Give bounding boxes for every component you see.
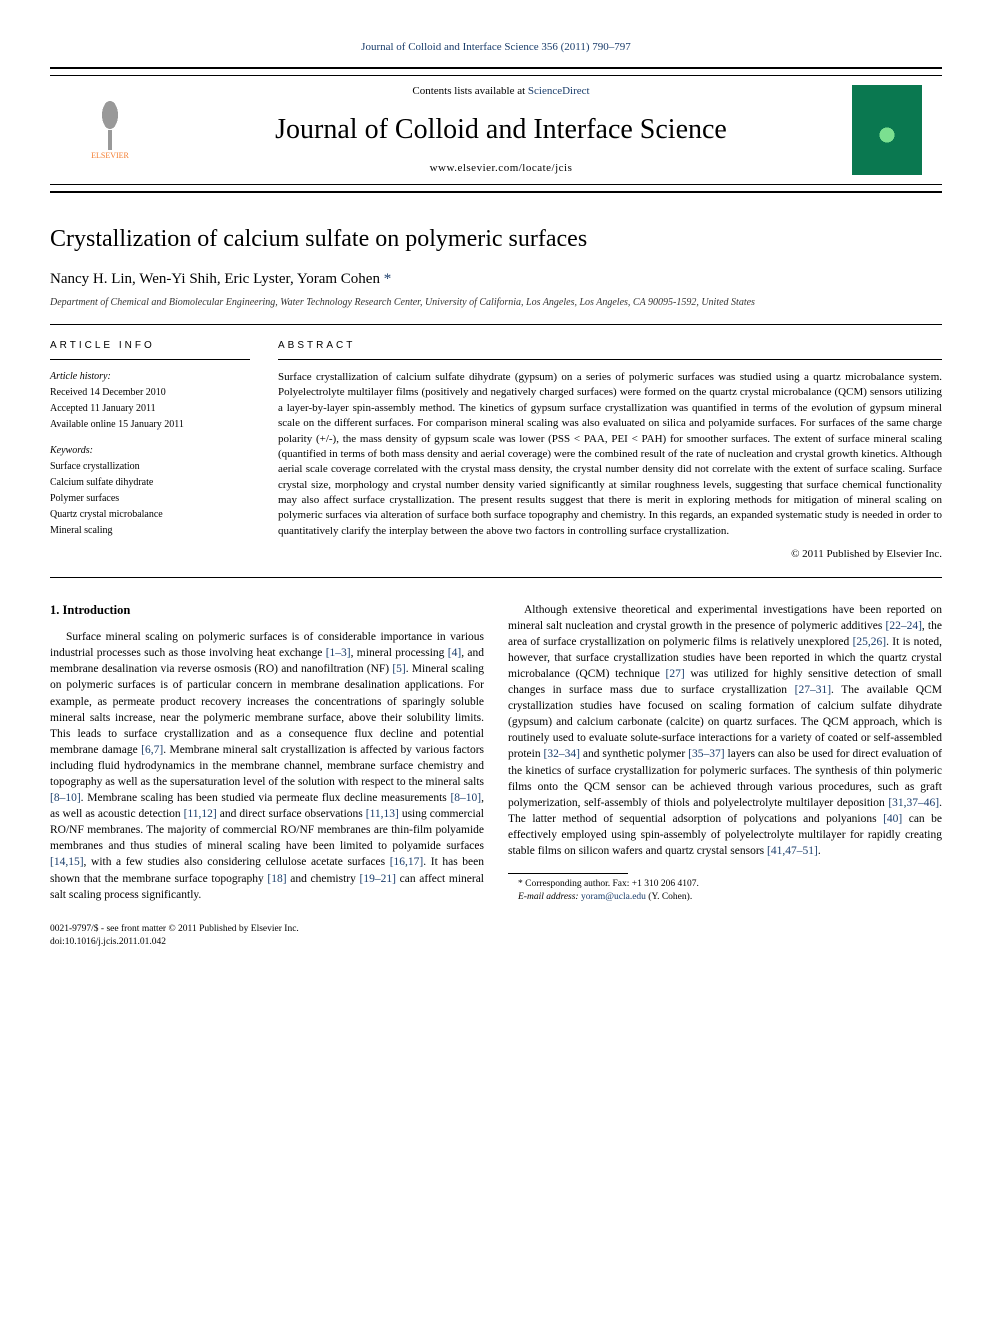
email-footnote: E-mail address: yoram@ucla.edu (Y. Cohen… xyxy=(508,891,942,904)
section-heading-intro: 1. Introduction xyxy=(50,602,484,620)
citation-link[interactable]: [8–10] xyxy=(450,792,481,804)
text-run: , mineral processing xyxy=(351,647,448,659)
footnotes: * Corresponding author. Fax: +1 310 206 … xyxy=(508,878,942,905)
masthead: ELSEVIER Contents lists available at Sci… xyxy=(50,75,942,185)
body-columns: 1. Introduction Surface mineral scaling … xyxy=(50,602,942,905)
divider-bottom xyxy=(50,191,942,193)
received-date: Received 14 December 2010 xyxy=(50,386,250,400)
journal-name: Journal of Colloid and Interface Science xyxy=(150,110,852,149)
article-info: article info Article history: Received 1… xyxy=(50,339,250,563)
keyword: Calcium sulfate dihydrate xyxy=(50,476,250,490)
abstract-text: Surface crystallization of calcium sulfa… xyxy=(278,370,942,539)
citation-link[interactable]: [27] xyxy=(665,668,684,680)
sciencedirect-link[interactable]: ScienceDirect xyxy=(528,85,590,97)
keyword: Surface crystallization xyxy=(50,460,250,474)
text-run: and synthetic polymer xyxy=(580,748,688,760)
article-info-label: article info xyxy=(50,339,250,360)
divider-top xyxy=(50,67,942,69)
journal-cover-icon xyxy=(852,85,922,175)
masthead-center: Contents lists available at ScienceDirec… xyxy=(150,84,852,176)
citation-link[interactable]: [4] xyxy=(448,647,461,659)
authors-list: Nancy H. Lin, Wen-Yi Shih, Eric Lyster, … xyxy=(50,271,380,287)
email-link[interactable]: yoram@ucla.edu xyxy=(581,892,646,902)
citation-link[interactable]: [40] xyxy=(883,813,902,825)
history-label: Article history: xyxy=(50,370,250,384)
citation-link[interactable]: [11,12] xyxy=(184,808,217,820)
citation-link[interactable]: [27–31] xyxy=(795,684,831,696)
citation-link[interactable]: [25,26] xyxy=(853,636,887,648)
citation-link[interactable]: [6,7] xyxy=(141,744,163,756)
citation-link[interactable]: [31,37–46] xyxy=(888,797,939,809)
body-paragraph: Although extensive theoretical and exper… xyxy=(508,602,942,860)
accepted-date: Accepted 11 January 2011 xyxy=(50,402,250,416)
article-title: Crystallization of calcium sulfate on po… xyxy=(50,223,942,257)
text-run: . Membrane scaling has been studied via … xyxy=(81,792,451,804)
citation-link[interactable]: [41,47–51] xyxy=(767,845,818,857)
keyword: Mineral scaling xyxy=(50,524,250,538)
abstract-copyright: © 2011 Published by Elsevier Inc. xyxy=(278,547,942,562)
body-paragraph: Surface mineral scaling on polymeric sur… xyxy=(50,629,484,903)
abstract-label: abstract xyxy=(278,339,942,360)
publisher-logo: ELSEVIER xyxy=(70,90,150,170)
footer-copyright: 0021-9797/$ - see front matter © 2011 Pu… xyxy=(50,923,942,950)
text-run: and direct surface observations xyxy=(217,808,366,820)
journal-url[interactable]: www.elsevier.com/locate/jcis xyxy=(150,161,852,176)
citation-link[interactable]: [1–3] xyxy=(326,647,351,659)
abstract: abstract Surface crystallization of calc… xyxy=(278,339,942,563)
text-run: , with a few studies also considering ce… xyxy=(84,856,390,868)
text-run: and chemistry xyxy=(287,873,360,885)
text-run: . Mineral scaling on polymeric surfaces … xyxy=(50,663,484,755)
header-citation: Journal of Colloid and Interface Science… xyxy=(50,40,942,55)
front-matter: 0021-9797/$ - see front matter © 2011 Pu… xyxy=(50,923,942,936)
contents-line: Contents lists available at ScienceDirec… xyxy=(150,84,852,99)
info-abstract-row: article info Article history: Received 1… xyxy=(50,324,942,578)
email-label: E-mail address: xyxy=(518,892,581,902)
text-run: . xyxy=(818,845,821,857)
doi: doi:10.1016/j.jcis.2011.01.042 xyxy=(50,936,942,949)
citation-link[interactable]: [22–24] xyxy=(885,620,921,632)
corresponding-marker: * xyxy=(384,271,392,287)
keywords-label: Keywords: xyxy=(50,444,250,458)
footnote-separator xyxy=(508,873,628,874)
citation-link[interactable]: [35–37] xyxy=(688,748,724,760)
affiliation: Department of Chemical and Biomolecular … xyxy=(50,296,942,310)
citation-link[interactable]: [11,13] xyxy=(366,808,399,820)
citation-link[interactable]: [8–10] xyxy=(50,792,81,804)
elsevier-tree-icon xyxy=(90,100,130,150)
keyword: Polymer surfaces xyxy=(50,492,250,506)
text-run: Although extensive theoretical and exper… xyxy=(508,604,942,632)
keyword: Quartz crystal microbalance xyxy=(50,508,250,522)
citation-link[interactable]: [16,17] xyxy=(390,856,424,868)
citation-link[interactable]: [5] xyxy=(392,663,405,675)
publisher-name: ELSEVIER xyxy=(91,150,129,161)
citation-link[interactable]: [32–34] xyxy=(544,748,580,760)
online-date: Available online 15 January 2011 xyxy=(50,418,250,432)
citation-link[interactable]: [18] xyxy=(267,873,286,885)
email-tail: (Y. Cohen). xyxy=(646,892,692,902)
citation-link[interactable]: Journal of Colloid and Interface Science… xyxy=(361,41,631,53)
authors: Nancy H. Lin, Wen-Yi Shih, Eric Lyster, … xyxy=(50,269,942,290)
corresponding-footnote: * Corresponding author. Fax: +1 310 206 … xyxy=(508,878,942,891)
contents-prefix: Contents lists available at xyxy=(412,85,527,97)
citation-link[interactable]: [14,15] xyxy=(50,856,84,868)
citation-link[interactable]: [19–21] xyxy=(360,873,396,885)
